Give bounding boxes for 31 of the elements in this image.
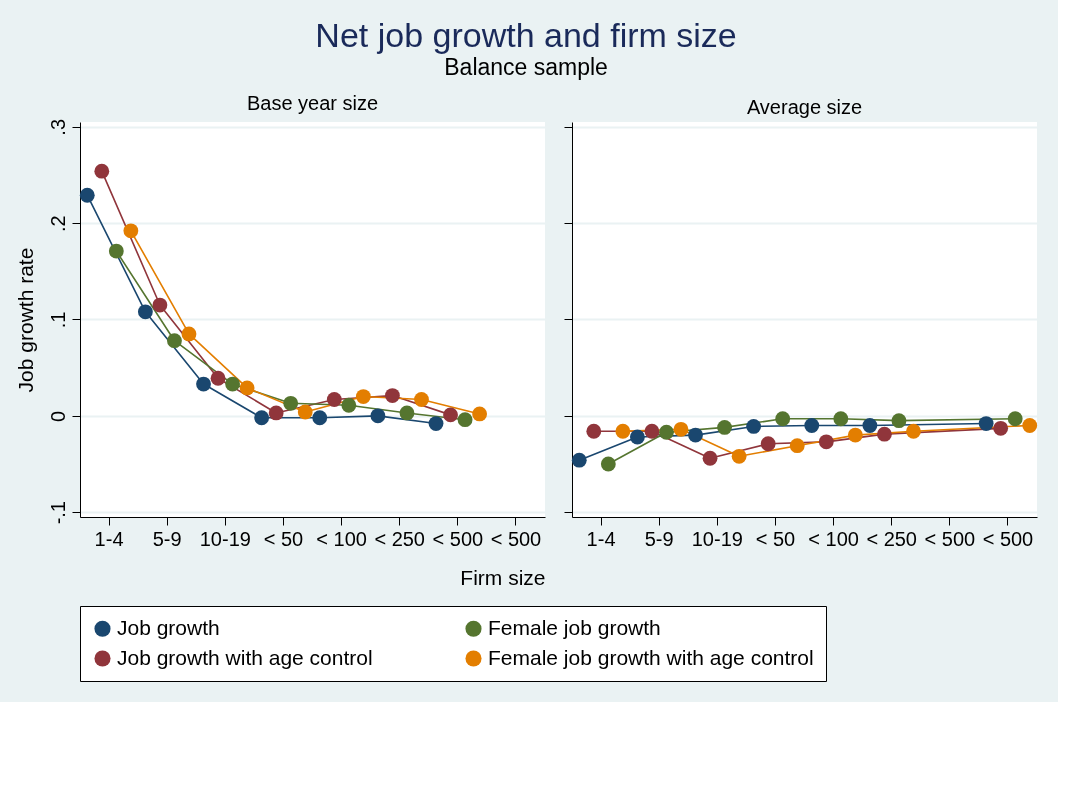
x-axis-title: Firm size [460, 565, 546, 589]
legend-label: Job growth [117, 615, 220, 639]
y-tick-label: -.1 [46, 501, 69, 525]
y-tick-label: .1 [46, 311, 69, 329]
chart-title: Average size [746, 96, 863, 118]
x-tick-label: < 500 [490, 527, 542, 550]
x-tick-label: < 500 [432, 527, 484, 550]
x-tick-label: 5-9 [644, 527, 674, 550]
y-tick-label: .3 [46, 118, 69, 136]
x-tick-label: 10-19 [691, 527, 743, 550]
text: Balance sample [444, 54, 608, 81]
x-tick-label: 10-19 [199, 527, 251, 550]
x-tick-label: < 100 [316, 527, 367, 550]
legend-label: Female job growth [488, 615, 661, 639]
x-tick-label: < 50 [263, 527, 304, 550]
y-axis-title: Job growth rate [13, 247, 37, 393]
y-tick-label: .2 [46, 215, 69, 232]
x-tick-label: < 250 [866, 527, 917, 550]
x-tick-label: < 100 [808, 527, 859, 550]
chart-title: Base year size [246, 92, 379, 115]
legend-label: Job growth with age control [117, 645, 373, 669]
text: Net job growth and firm size [315, 16, 737, 55]
legend-label: Female job growth with age control [488, 645, 814, 669]
x-tick-label: < 50 [755, 527, 796, 550]
x-tick-label: 5-9 [152, 527, 182, 550]
x-tick-label: < 500 [924, 527, 976, 550]
x-tick-label: < 500 [982, 527, 1034, 550]
x-tick-label: < 250 [374, 527, 425, 550]
x-tick-label: 1-4 [94, 527, 124, 550]
y-tick-label: 0 [46, 410, 69, 422]
x-tick-label: 1-4 [586, 527, 616, 550]
